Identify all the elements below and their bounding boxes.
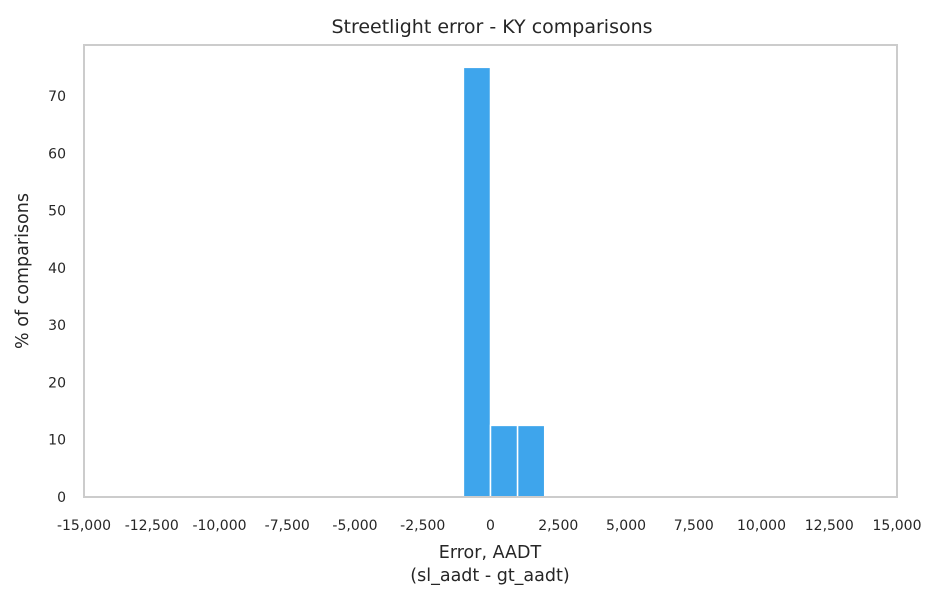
x-tick-label: 12,500 (805, 518, 854, 534)
x-tick-label: 5,000 (606, 518, 646, 534)
y-tick-label: 20 (48, 375, 66, 391)
chart-title: Streetlight error - KY comparisons (331, 16, 652, 38)
x-axis-title-line2: (sl_aadt - gt_aadt) (410, 566, 569, 586)
histogram-bar (489, 424, 519, 498)
y-axis-title: % of comparisons (13, 193, 33, 349)
x-tick-label: 0 (486, 518, 495, 534)
bars-group (462, 66, 546, 498)
x-tick-label: 7,500 (674, 518, 714, 534)
histogram-bar (462, 66, 492, 498)
x-tick-label: 2,500 (538, 518, 578, 534)
y-tick-label: 40 (48, 261, 66, 277)
x-tick-label: -15,000 (57, 518, 111, 534)
x-tick-label: -10,000 (192, 518, 246, 534)
plot-frame (83, 44, 898, 498)
x-tick-labels: -15,000 -12,500 -10,000 -7,500 -5,000 -2,500 0… (57, 518, 922, 534)
histogram-bar (516, 424, 546, 498)
x-tick-label: -5,000 (332, 518, 377, 534)
y-tick-labels: 0 10 20 30 40 50 60 70 (48, 89, 66, 506)
y-tick-label: 10 (48, 433, 66, 449)
y-tick-label: 50 (48, 204, 66, 220)
y-tick-label: 0 (57, 490, 66, 506)
x-tick-label: -12,500 (125, 518, 179, 534)
x-tick-label: -7,500 (265, 518, 310, 534)
x-tick-label: 10,000 (737, 518, 786, 534)
x-tick-label: -2,500 (400, 518, 445, 534)
y-tick-label: 30 (48, 318, 66, 334)
y-tick-label: 60 (48, 146, 66, 162)
x-tick-label: 15,000 (873, 518, 922, 534)
y-tick-label: 70 (48, 89, 66, 105)
x-axis-title: Error, AADT (439, 543, 542, 563)
